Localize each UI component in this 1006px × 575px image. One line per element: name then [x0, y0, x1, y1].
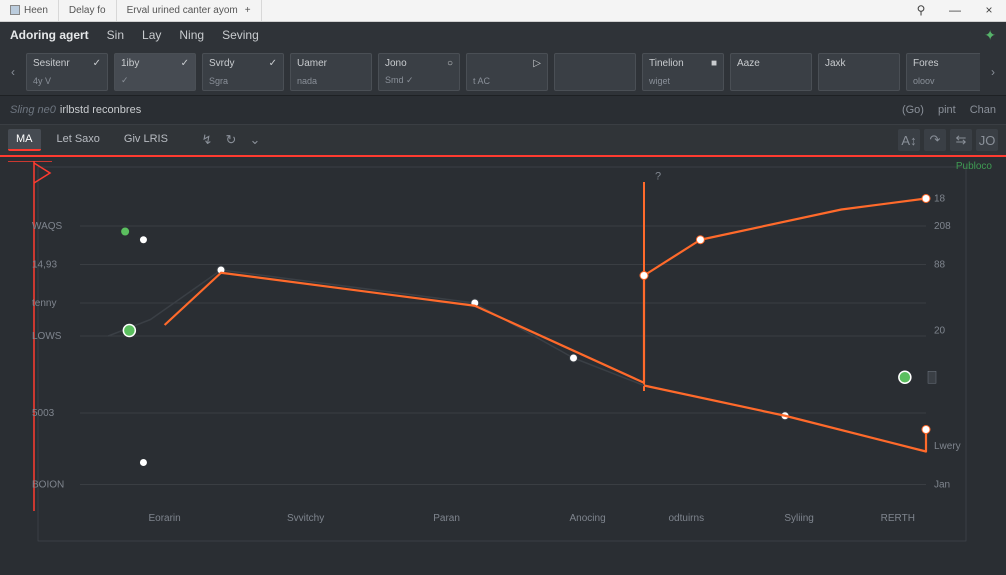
svg-text:14,93: 14,93	[32, 260, 57, 271]
ribbon-card[interactable]: Uamernada	[290, 53, 372, 91]
svg-text:LOWS: LOWS	[32, 331, 62, 342]
svg-text:tenny: tenny	[32, 298, 56, 309]
chart-hint: Publoco	[956, 161, 992, 172]
svg-text:Eorarin: Eorarin	[148, 513, 180, 524]
menu-item[interactable]: Seving	[222, 28, 259, 42]
toolbar-button[interactable]: Let Saxo	[49, 129, 108, 151]
os-tab-label: Delay fo	[69, 5, 106, 16]
svg-text:RERTH: RERTH	[881, 513, 915, 524]
svg-text:Anocing: Anocing	[570, 513, 606, 524]
menu-item[interactable]: Ning	[179, 28, 204, 42]
breadcrumb-row: Sling ne0 irlbstd reconbres (Go) pint Ch…	[0, 96, 1006, 123]
menu-item[interactable]: Sin	[107, 28, 124, 42]
os-tab[interactable]: Erval urined canter ayom+	[117, 0, 262, 21]
os-tab[interactable]: Delay fo	[59, 0, 117, 21]
app-title: Adoring agert	[10, 28, 89, 42]
toolbar-tool-icon[interactable]: ⇆	[950, 129, 972, 151]
toolbar-tool-icon[interactable]: ↷	[924, 129, 946, 151]
breadcrumb-action[interactable]: Chan	[970, 104, 996, 116]
ribbon-card[interactable]	[554, 53, 636, 91]
svg-text:?: ?	[655, 170, 661, 182]
ribbon-next[interactable]: ›	[986, 53, 1000, 91]
svg-text:Jan: Jan	[934, 480, 950, 491]
svg-text:208: 208	[934, 221, 951, 232]
svg-text:Paran: Paran	[433, 513, 460, 524]
chart-toolbar: MA Let Saxo Giv LRIS ↯↻⌄ A↕↷⇆JO	[0, 124, 1006, 157]
svg-text:20: 20	[934, 326, 946, 337]
toolbar-tool-icon[interactable]: A↕	[898, 129, 920, 151]
svg-text:Syliing: Syliing	[784, 513, 813, 524]
svg-text:88: 88	[934, 260, 946, 271]
svg-text:odtuirns: odtuirns	[669, 513, 705, 524]
os-tab-label: Erval urined canter ayom	[127, 5, 238, 16]
toolbar-button[interactable]: Giv LRIS	[116, 129, 176, 151]
toolbar-icon[interactable]: ↻	[220, 129, 242, 151]
breadcrumb-main: irlbstd reconbres	[60, 104, 141, 116]
ribbon-card[interactable]: Foresoloov	[906, 53, 980, 91]
os-title-bar: Heen Delay fo Erval urined canter ayom+ …	[0, 0, 1006, 22]
os-tab-label: Heen	[24, 5, 48, 16]
ribbon-card[interactable]: Tinelion■wiget	[642, 53, 724, 91]
breadcrumb-action[interactable]: pint	[938, 104, 956, 116]
ribbon-card[interactable]: Jaxk	[818, 53, 900, 91]
ribbon-prev[interactable]: ‹	[6, 53, 20, 91]
close-button[interactable]: ×	[972, 3, 1006, 17]
app-icon	[10, 5, 20, 15]
svg-text:Svvitchy: Svvitchy	[287, 513, 324, 524]
toolbar-button[interactable]: MA	[8, 129, 41, 151]
ribbon-card[interactable]: ▷t AC	[466, 53, 548, 91]
menu-item[interactable]: Lay	[142, 28, 161, 42]
ribbon-card[interactable]: Aaze	[730, 53, 812, 91]
minimize-button[interactable]: —	[938, 3, 972, 17]
ribbon-card[interactable]: 1iby✓✓	[114, 53, 196, 91]
ribbon: ‹ Sesitenr✓4y V1iby✓✓Svrdy✓SgraUamernada…	[0, 49, 1006, 96]
toolbar-icon[interactable]: ⌄	[244, 129, 266, 151]
svg-text:BOION: BOION	[32, 480, 64, 491]
toolbar-tool-icon[interactable]: JO	[976, 129, 998, 151]
ribbon-card[interactable]: Jono○Smd ✓	[378, 53, 460, 91]
svg-text:Lwery: Lwery	[934, 441, 961, 452]
breadcrumb-action[interactable]: (Go)	[902, 104, 924, 116]
ribbon-card[interactable]: Sesitenr✓4y V	[26, 53, 108, 91]
ribbon-card[interactable]: Svrdy✓Sgra	[202, 53, 284, 91]
app-menu-bar: Adoring agert Sin Lay Ning Seving ✦	[0, 22, 1006, 49]
chart-panel: Publoco WAQS14,93tennyLOWS5003BOION18208…	[0, 157, 1006, 575]
line-chart[interactable]: WAQS 14,93 tenny LOWS 5003 BOION 18 208 88 20 Lwer…	[8, 161, 998, 571]
toolbar-icon[interactable]: ↯	[196, 129, 218, 151]
search-icon[interactable]: ⚲	[904, 3, 938, 17]
svg-text:5003: 5003	[32, 408, 55, 419]
svg-text:WAQS: WAQS	[32, 221, 63, 232]
svg-text:18: 18	[934, 194, 946, 205]
tips-icon[interactable]: ✦	[984, 27, 996, 44]
os-tab[interactable]: Heen	[0, 0, 59, 21]
breadcrumb-prefix: Sling ne0	[10, 104, 56, 116]
